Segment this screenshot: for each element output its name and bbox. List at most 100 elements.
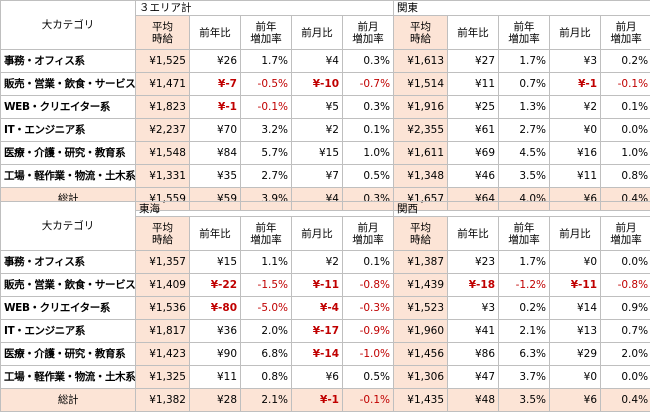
yoy-cell: ¥36 [190,320,241,343]
mom-rate-cell: -0.8% [343,274,394,297]
yoy-header: 前年比 [448,16,499,50]
avg-wage-cell: ¥1,536 [136,297,190,320]
table-row: 販売・営業・飲食・サービス系¥1,409¥-22-1.5%¥-11-0.8%¥1… [1,274,650,297]
yoy-cell: ¥70 [190,119,241,142]
mom-cell: ¥6 [550,389,601,412]
header-line: 前月 [346,222,390,234]
avg-wage-header: 平均時給 [136,16,190,50]
table-row: WEB・クリエイター系¥1,536¥-80-5.0%¥-4-0.3%¥1,523… [1,297,650,320]
header-line: 増加率 [502,33,546,45]
category-label: IT・エンジニア系 [1,119,136,142]
mom-rate-cell: -0.1% [601,73,650,96]
mom-cell: ¥-1 [292,389,343,412]
yoy-cell: ¥90 [190,343,241,366]
avg-wage-cell: ¥1,525 [136,50,190,73]
avg-wage-cell: ¥1,823 [136,96,190,119]
mom-cell: ¥-10 [292,73,343,96]
mom-cell: ¥0 [550,366,601,389]
yoy-cell: ¥-80 [190,297,241,320]
mom-cell: ¥7 [292,165,343,188]
category-header: 大カテゴリ [1,1,136,50]
avg-wage-cell: ¥1,611 [394,142,448,165]
yoy-cell: ¥15 [190,251,241,274]
yoy-rate-cell: -1.2% [499,274,550,297]
mom-rate-cell: 0.5% [343,366,394,389]
region-title: 関東 [394,1,650,16]
avg-wage-cell: ¥2,355 [394,119,448,142]
yoy-rate-cell: 1.1% [241,251,292,274]
yoy-cell: ¥-7 [190,73,241,96]
mom-cell: ¥4 [292,50,343,73]
yoy-rate-cell: 2.7% [241,165,292,188]
yoy-cell: ¥48 [448,389,499,412]
header-line: 時給 [139,234,186,246]
mom-cell: ¥-4 [292,297,343,320]
mom-rate-cell: 0.4% [601,389,650,412]
yoy-rate-cell: 6.8% [241,343,292,366]
header-line: 平均 [397,21,444,33]
category-label: 工場・軽作業・物流・土木系 [1,366,136,389]
region-title: 東海 [136,202,394,217]
mom-rate-cell: -0.8% [601,274,650,297]
mom-rate-cell: -0.9% [343,320,394,343]
yoy-cell: ¥-22 [190,274,241,297]
avg-wage-cell: ¥1,523 [394,297,448,320]
yoy-rate-cell: 1.7% [499,50,550,73]
yoy-rate-cell: 4.5% [499,142,550,165]
mom-cell: ¥-11 [550,274,601,297]
category-label: WEB・クリエイター系 [1,96,136,119]
yoy-rate-cell: 5.7% [241,142,292,165]
avg-wage-cell: ¥1,613 [394,50,448,73]
yoy-cell: ¥27 [448,50,499,73]
yoy-rate-cell: 6.3% [499,343,550,366]
yoy-rate-header: 前年増加率 [241,16,292,50]
header-line: 増加率 [244,33,288,45]
yoy-cell: ¥3 [448,297,499,320]
yoy-cell: ¥86 [448,343,499,366]
mom-rate-cell: 0.7% [601,320,650,343]
yoy-rate-cell: 1.7% [499,251,550,274]
header-line: 時給 [397,234,444,246]
category-label: 医療・介護・研究・教育系 [1,343,136,366]
yoy-cell: ¥11 [190,366,241,389]
category-header: 大カテゴリ [1,202,136,251]
header-line: 前月 [604,222,648,234]
mom-rate-header: 前月増加率 [601,16,650,50]
yoy-rate-cell: -0.1% [241,96,292,119]
avg-wage-cell: ¥1,423 [136,343,190,366]
yoy-rate-cell: 2.1% [499,320,550,343]
avg-wage-cell: ¥1,409 [136,274,190,297]
yoy-rate-header: 前年増加率 [241,217,292,251]
avg-wage-cell: ¥1,514 [394,73,448,96]
yoy-header: 前年比 [190,217,241,251]
mom-rate-cell: -1.0% [343,343,394,366]
category-label: WEB・クリエイター系 [1,297,136,320]
yoy-cell: ¥25 [448,96,499,119]
mom-rate-cell: 0.0% [601,119,650,142]
yoy-rate-cell: 0.7% [499,73,550,96]
yoy-header: 前年比 [190,16,241,50]
mom-header: 前月比 [292,217,343,251]
mom-rate-header: 前月増加率 [601,217,650,251]
header-line: 時給 [397,33,444,45]
avg-wage-header: 平均時給 [394,217,448,251]
avg-wage-cell: ¥1,331 [136,165,190,188]
category-label: 販売・営業・飲食・サービス系 [1,274,136,297]
mom-rate-cell: 1.0% [601,142,650,165]
avg-wage-cell: ¥1,548 [136,142,190,165]
mom-rate-cell: 0.9% [601,297,650,320]
avg-wage-header: 平均時給 [136,217,190,251]
mom-cell: ¥5 [292,96,343,119]
mom-cell: ¥11 [550,165,601,188]
yoy-rate-cell: 3.7% [499,366,550,389]
mom-rate-cell: 1.0% [343,142,394,165]
yoy-cell: ¥28 [190,389,241,412]
